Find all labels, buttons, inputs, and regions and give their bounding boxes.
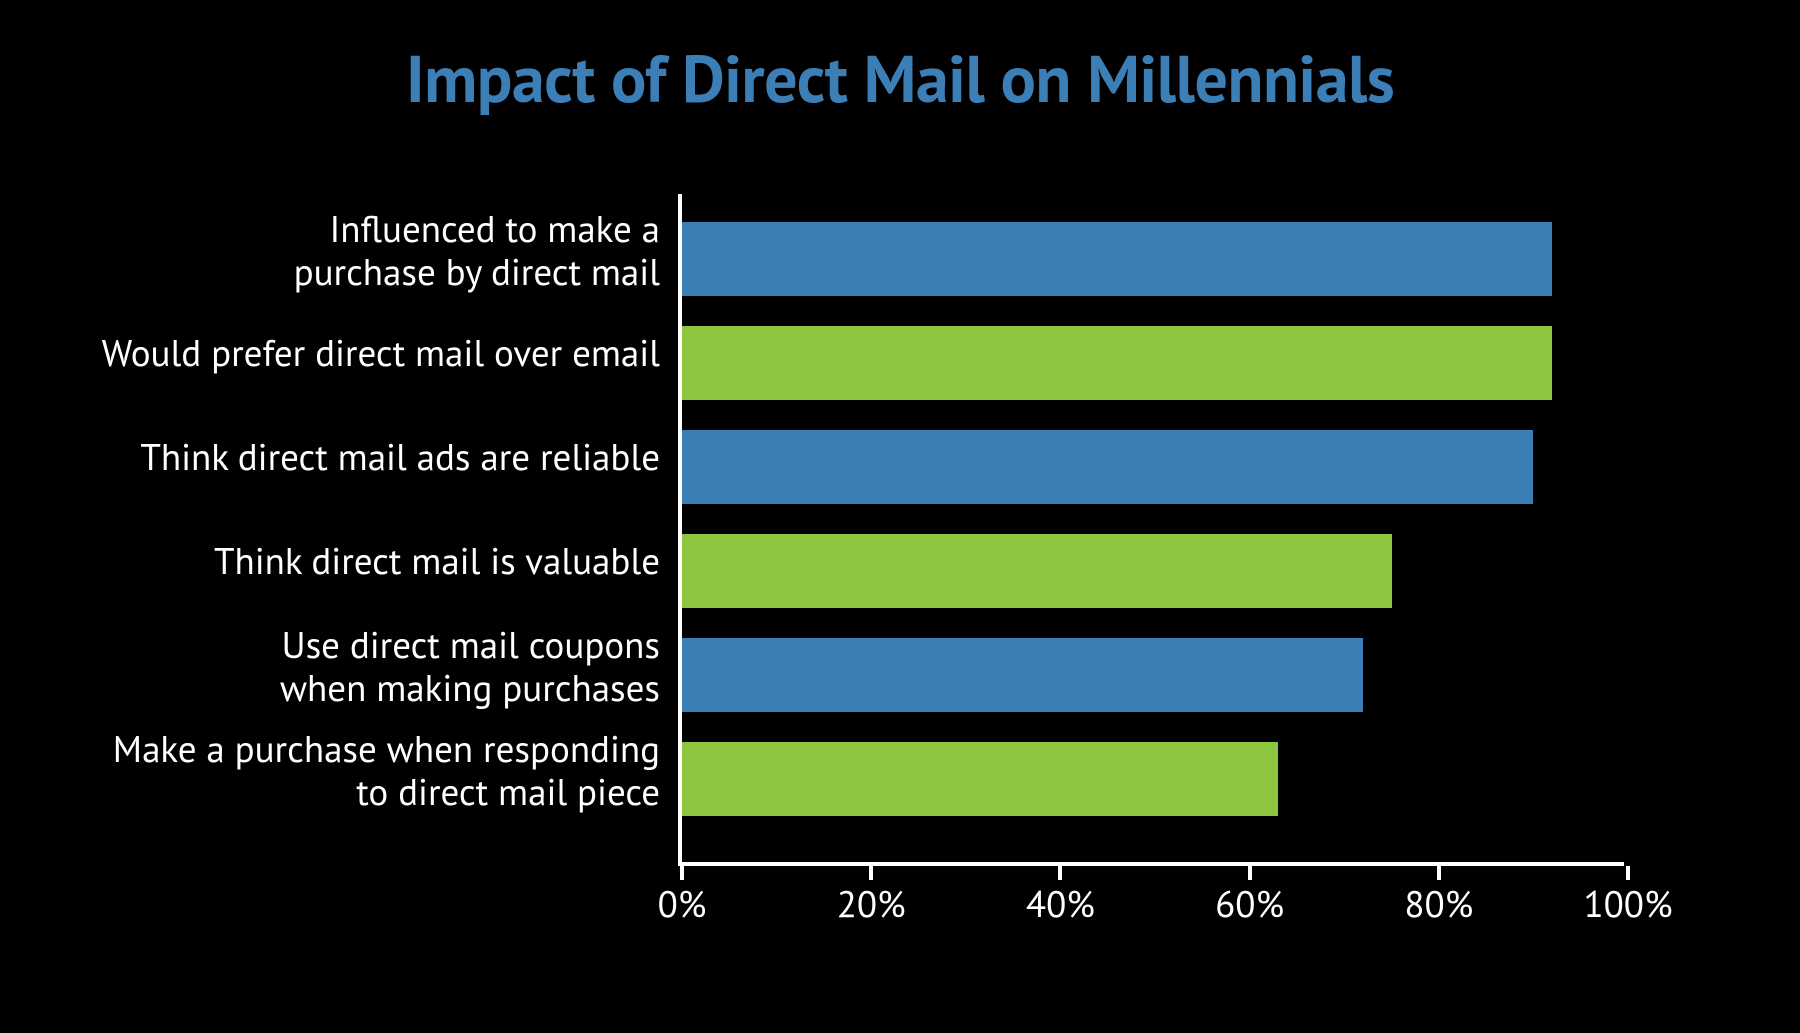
x-tick-mark: [1626, 866, 1630, 880]
bar-label-line2: purchase by direct mail: [294, 248, 660, 296]
bar-label: Think direct mail is valuable: [214, 540, 660, 583]
x-tick-mark: [1058, 866, 1062, 880]
x-tick-mark: [680, 866, 684, 880]
chart-title: Impact of Direct Mail on Millennials: [0, 36, 1800, 121]
x-tick-mark: [1248, 866, 1252, 880]
bar: [682, 222, 1552, 296]
bar-label-line1: Influenced to make a: [329, 205, 660, 253]
bars-group: [682, 206, 1698, 866]
bar: [682, 534, 1392, 608]
bar: [682, 742, 1278, 816]
chart-container: Impact of Direct Mail on Millennials Inf…: [0, 0, 1800, 1033]
bar-label-line2: when making purchases: [280, 664, 660, 712]
bar-label-line2: to direct mail piece: [356, 768, 660, 816]
bar-label: Influenced to make a purchase by direct …: [294, 208, 660, 293]
bar-label-line1: Make a purchase when responding: [113, 725, 660, 773]
bar: [682, 430, 1533, 504]
bar-label-line1: Think direct mail is valuable: [214, 537, 660, 585]
plot-area: 0% 20% 40% 60% 80% 100%: [678, 206, 1698, 866]
bar: [682, 326, 1552, 400]
x-tick-mark: [869, 866, 873, 880]
bar: [682, 638, 1363, 712]
bar-label: Would prefer direct mail over email: [102, 332, 660, 375]
x-tick-label: 0%: [658, 880, 707, 928]
bar-label: Use direct mail coupons when making purc…: [280, 624, 660, 709]
bar-label: Think direct mail ads are reliable: [140, 436, 660, 479]
x-tick-label: 60%: [1215, 880, 1284, 928]
x-tick-label: 100%: [1583, 880, 1672, 928]
x-tick-label: 80%: [1404, 880, 1473, 928]
x-tick-label: 40%: [1026, 880, 1095, 928]
x-tick-label: 20%: [837, 880, 906, 928]
bar-label-line1: Would prefer direct mail over email: [102, 329, 660, 377]
bar-label: Make a purchase when responding to direc…: [113, 728, 660, 813]
bar-label-line1: Think direct mail ads are reliable: [140, 433, 660, 481]
bar-label-line1: Use direct mail coupons: [281, 621, 660, 669]
x-tick-mark: [1437, 866, 1441, 880]
